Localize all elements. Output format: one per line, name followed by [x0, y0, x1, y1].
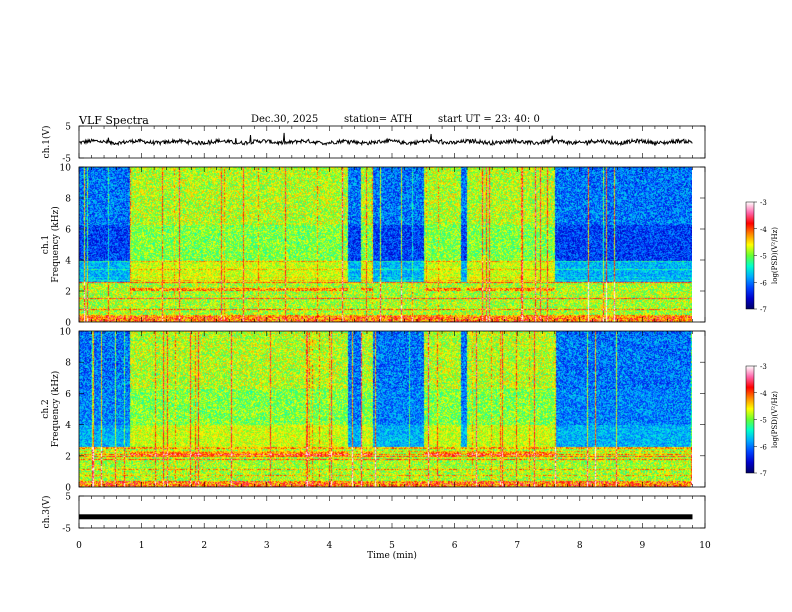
ch1-trace	[79, 132, 693, 147]
y-tick-label: 10	[60, 164, 72, 174]
x-axis-label: Time (min)	[367, 550, 417, 561]
y-tick-label: 5	[65, 493, 71, 503]
x-tick-label: 4	[327, 541, 333, 551]
colorbar-tick-label: -7	[760, 470, 767, 478]
y-tick-label: 2	[65, 452, 71, 462]
y-tick-label: 2	[65, 288, 71, 298]
chart-title: VLF Spectra	[79, 114, 149, 127]
y-tick-label: -5	[62, 155, 71, 165]
y-tick-label: 6	[65, 390, 71, 400]
ch3-trace	[79, 514, 693, 520]
y-tick-label: 0	[65, 319, 71, 329]
y-axis-label: ch.2Frequency (kHz)	[41, 371, 61, 448]
y-tick-label: 6	[65, 226, 71, 236]
x-tick-label: 8	[577, 541, 583, 551]
y-axis-label: ch.3(V)	[41, 496, 52, 529]
x-tick-label: 0	[76, 541, 82, 551]
colorbar-tick-label: -5	[760, 253, 767, 261]
colorbar-tick-label: -3	[760, 199, 767, 207]
y-axis-label: ch.1Frequency (kHz)	[41, 206, 61, 283]
x-tick-label: 1	[139, 541, 145, 551]
y-tick-label: 4	[65, 421, 71, 431]
x-tick-label: 3	[264, 541, 270, 551]
colorbar	[745, 201, 755, 310]
x-tick-label: 9	[640, 541, 646, 551]
y-tick-label: 8	[65, 195, 71, 205]
station-label: station= ATH	[344, 114, 413, 125]
y-tick-label: -5	[62, 525, 71, 535]
colorbar-tick-label: -5	[760, 417, 767, 425]
y-tick-label: 5	[65, 123, 71, 133]
y-axis-label: ch.1(V)	[41, 126, 52, 159]
colorbar-tick-label: -7	[760, 306, 767, 314]
x-tick-label: 5	[389, 541, 395, 551]
x-tick-label: 7	[514, 541, 520, 551]
colorbar	[745, 365, 755, 474]
date-label: Dec.30, 2025	[251, 114, 319, 125]
start-time-label: start UT = 23: 40: 0	[438, 114, 540, 125]
colorbar-tick-label: -6	[760, 279, 767, 287]
x-tick-label: 6	[452, 541, 458, 551]
y-tick-label: 8	[65, 359, 71, 369]
colorbar-label: log(PSD)(V²/Hz)	[771, 391, 779, 448]
x-tick-label: 10	[699, 541, 711, 551]
colorbar-tick-label: -4	[760, 226, 767, 234]
y-tick-label: 4	[65, 257, 71, 267]
colorbar-tick-label: -4	[760, 390, 767, 398]
colorbar-label: log(PSD)(V²/Hz)	[771, 227, 779, 284]
x-tick-label: 2	[201, 541, 207, 551]
colorbar-tick-label: -3	[760, 363, 767, 371]
y-tick-label: 10	[60, 328, 72, 338]
y-tick-label: 0	[65, 484, 71, 494]
colorbar-tick-label: -6	[760, 443, 767, 451]
spectrogram-image	[79, 167, 692, 322]
spectrogram-image	[79, 331, 692, 487]
